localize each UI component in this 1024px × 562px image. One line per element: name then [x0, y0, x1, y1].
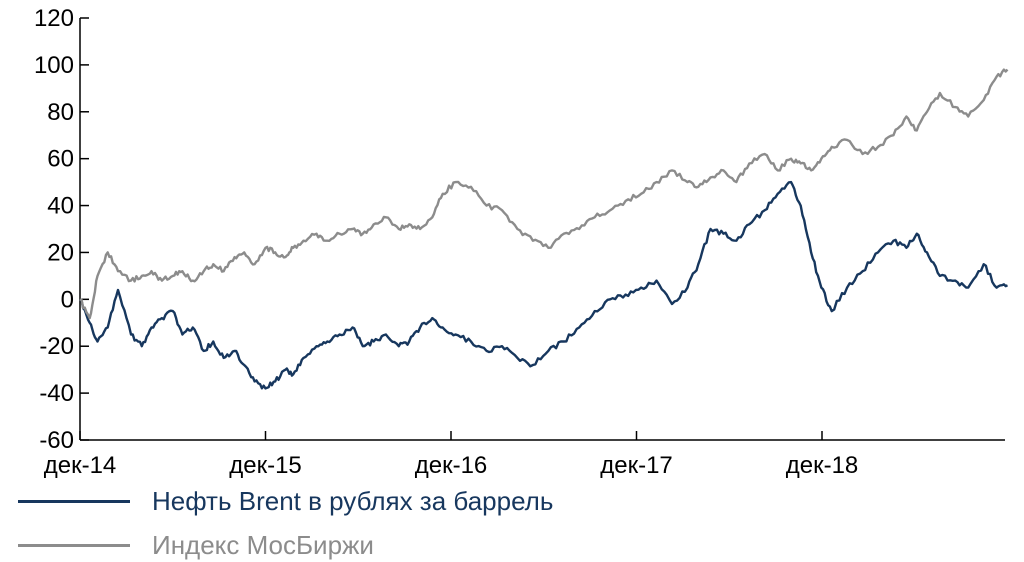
y-axis: 120 100 80 60 40 20 0 -20 -40 -60: [34, 5, 89, 454]
series-line-brent: [79, 180, 1008, 390]
y-tick-label: -20: [39, 333, 74, 360]
x-tick-label: дек-14: [44, 452, 117, 479]
legend-swatch-brent: [18, 500, 130, 503]
x-tick-label: дек-16: [415, 452, 488, 479]
y-tick-label: 80: [47, 99, 74, 126]
x-tick-label: дек-17: [600, 452, 673, 479]
y-tick-label: 0: [61, 286, 74, 313]
y-tick-label: 20: [47, 239, 74, 266]
legend-entry-brent: Нефть Brent в рублях за баррель: [18, 486, 553, 517]
y-tick-label: 120: [34, 5, 74, 32]
series-line-moex: [79, 68, 1009, 320]
legend-label-brent: Нефть Brent в рублях за баррель: [152, 486, 554, 516]
legend-entry-moex: Индекс МосБиржи: [18, 530, 374, 561]
x-axis: дек-14 дек-15 дек-16 дек-17 дек-18: [44, 431, 1005, 479]
legend-swatch-moex: [18, 544, 130, 547]
y-tick-label: -40: [39, 380, 74, 407]
y-tick-label: -60: [39, 427, 74, 454]
series-layer: [79, 68, 1009, 390]
x-tick-label: дек-18: [786, 452, 859, 479]
y-tick-label: 60: [47, 146, 74, 173]
y-tick-label: 40: [47, 193, 74, 220]
x-tick-label: дек-15: [229, 452, 302, 479]
legend-label-moex: Индекс МосБиржи: [152, 530, 374, 560]
y-tick-label: 100: [34, 52, 74, 79]
